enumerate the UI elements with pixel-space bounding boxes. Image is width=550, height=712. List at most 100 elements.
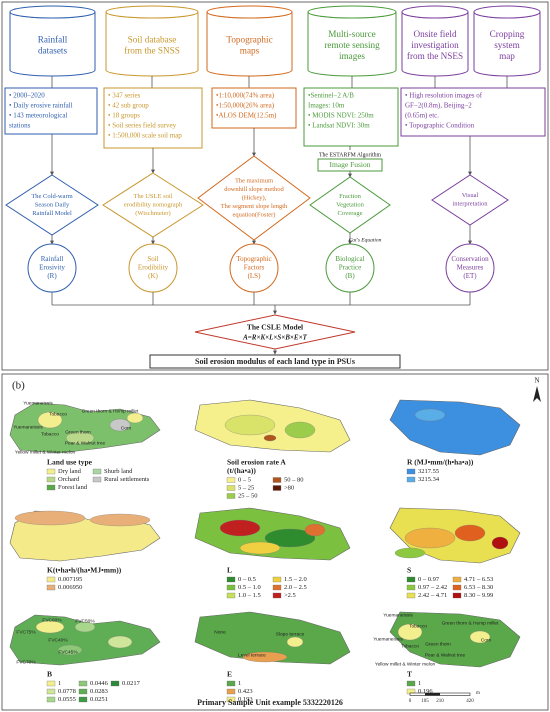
- factor-text: Erodibility: [138, 264, 169, 272]
- detail-line: •1:50,000(26% area): [216, 102, 275, 110]
- legend-swatch: [272, 477, 282, 483]
- legend-swatch: [78, 688, 88, 695]
- output-box: [149, 354, 401, 369]
- map-patch: [107, 635, 133, 649]
- legend-item: 25 – 50: [238, 492, 258, 499]
- legend-item: 5 – 25: [238, 484, 254, 491]
- detail-line: • 1:500,000 scale soil map: [108, 132, 182, 140]
- panel-a-frame: [1, 1, 549, 371]
- detail-line: • Topographic Condition: [405, 122, 475, 130]
- north-arrow: [533, 386, 541, 402]
- legend-swatch: [272, 485, 282, 491]
- map: [194, 507, 351, 561]
- map-label: Yellow millet & Winter melon: [15, 449, 76, 455]
- legend-item: 0.0778: [58, 688, 76, 695]
- legend-item: 0.0555: [58, 696, 76, 703]
- model-formula: A=R×K×L×S×B×E×T: [242, 334, 307, 342]
- map-patch: [224, 414, 276, 436]
- source-title: datasets: [38, 46, 68, 56]
- detail-box: [303, 87, 399, 147]
- legend-swatch: [226, 576, 236, 583]
- detail-line: (0.65m) etc.: [405, 112, 439, 120]
- source-title: map: [499, 51, 515, 61]
- legend-swatch: [406, 584, 416, 591]
- detail-line: • Soil series field survey: [108, 122, 177, 130]
- legend-title: K(t•ha•h/(ha•MJ•mm)): [47, 566, 122, 575]
- cylinder-top: [401, 5, 469, 19]
- method-text: Fraction: [339, 193, 361, 200]
- source-title: Rainfall: [38, 35, 68, 45]
- method-text: Visual: [462, 192, 479, 199]
- method-text: (Wischmeier): [135, 210, 170, 217]
- map-label: None: [214, 629, 226, 635]
- legend-item: 4.71 – 6.53: [464, 576, 493, 583]
- legend-swatch: [452, 576, 462, 583]
- legend-item: 0.006950: [58, 584, 82, 591]
- map-patch: [469, 630, 491, 644]
- scale-tick-label: 105: [421, 699, 429, 704]
- map-patch: [89, 513, 151, 527]
- map: [389, 399, 521, 456]
- map-patch: [242, 651, 288, 663]
- map-label: Pear & Walnut tree: [425, 652, 466, 658]
- legend-item: 0.0217: [122, 680, 141, 687]
- legend-title: Land use type: [47, 458, 93, 467]
- legend-item: Dry land: [58, 468, 82, 475]
- map-label: Green thorn: [65, 429, 91, 435]
- map-patch: [126, 412, 144, 424]
- panel-label: (b): [12, 380, 25, 392]
- legend-swatch: [226, 688, 236, 695]
- map-patch: [74, 621, 96, 633]
- factor-text: Factors: [244, 264, 265, 272]
- legend-swatch: [46, 576, 56, 583]
- factor-text: Biological: [335, 255, 364, 263]
- map-label: Corn: [121, 425, 132, 431]
- legend-swatch: [406, 592, 416, 599]
- legend-swatch: [46, 484, 56, 491]
- map: [9, 402, 161, 454]
- source-title: Onsite field: [413, 29, 457, 39]
- legend-swatch: [46, 680, 56, 687]
- map-area: [389, 399, 521, 456]
- scale-unit: m: [476, 691, 480, 696]
- cylinder-top: [206, 5, 293, 19]
- detail-line: • 143 meteorological: [9, 112, 67, 120]
- legend-swatch: [46, 696, 56, 703]
- legend-item: 0.196: [418, 688, 433, 695]
- source-title: maps: [240, 46, 260, 56]
- method-text: Season Daily: [35, 201, 70, 208]
- map-label: Tobacco: [49, 411, 67, 417]
- legend-title: R (MJ•mm/(h•ha•a)): [407, 458, 474, 467]
- factor-text: Topographic: [236, 255, 271, 263]
- map-label: FVC70%: [16, 659, 36, 665]
- map-label: Tobacco: [41, 431, 59, 437]
- detail-line: stations: [9, 122, 31, 130]
- map-label: Yuemaneissis: [373, 636, 403, 642]
- north-label: N: [534, 377, 539, 385]
- map-patch: [35, 620, 65, 634]
- legend-item: 0.0251: [90, 696, 108, 703]
- method-text: downhill slope method: [224, 186, 284, 193]
- legend-swatch: [226, 680, 236, 687]
- detail-line: • 42 sub group: [108, 102, 149, 110]
- legend-swatch: [78, 696, 88, 703]
- factor-text: Measures: [457, 264, 484, 272]
- legend-swatch: [92, 476, 102, 483]
- legend-swatch: [46, 468, 56, 475]
- legend-item: 0.5 – 1.0: [238, 584, 261, 591]
- equation-label: Cai's Equation: [349, 237, 382, 243]
- legend-title: Soil erosion rate A: [227, 458, 286, 467]
- legend-swatch: [226, 592, 236, 599]
- legend-item: >80: [284, 484, 294, 491]
- legend-item: 1: [238, 680, 241, 687]
- map-patch: [394, 547, 426, 559]
- legend-swatch: [272, 592, 282, 599]
- cylinder-top: [473, 5, 541, 19]
- legend-item: 1.0 – 1.5: [238, 592, 261, 599]
- method-text: The segment slope length: [221, 203, 288, 210]
- map-patch: [286, 636, 304, 648]
- map-patch: [397, 623, 423, 641]
- map-patch: [491, 536, 509, 550]
- scale-tick-label: 0: [409, 699, 412, 704]
